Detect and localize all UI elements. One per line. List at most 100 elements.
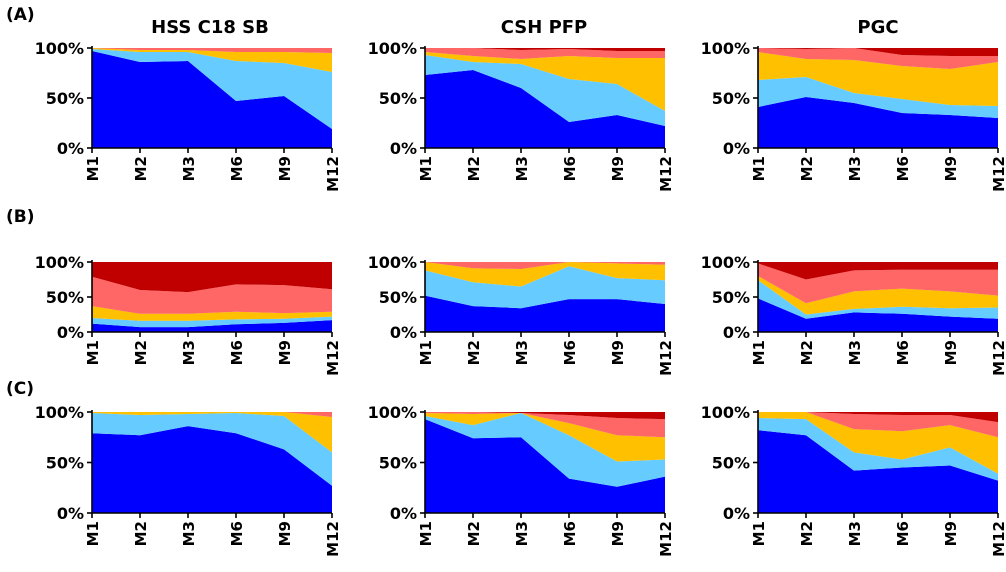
column-title-csh-pfp: CSH PFP — [501, 17, 588, 38]
panel-b-hss-c18-sb: 0% 50% 100% M1 M2 M3 M6 M9 M12 — [35, 253, 342, 376]
row-label-c: (C) — [6, 379, 34, 399]
x-tick-label: M1 — [417, 156, 435, 181]
x-tick-label: M1 — [750, 340, 768, 365]
x-tick-label: M9 — [942, 521, 960, 546]
area-series-1 — [758, 430, 998, 513]
x-tick-label: M9 — [276, 521, 294, 546]
area-series-4 — [92, 276, 332, 314]
column-title-hss-c18-sb: HSS C18 SB — [151, 17, 269, 38]
row-label-a: (A) — [6, 5, 35, 25]
x-tick-label: M6 — [228, 521, 246, 546]
x-tick-label: M9 — [276, 156, 294, 181]
area-series-1 — [425, 419, 665, 513]
area-series-4 — [92, 48, 332, 53]
y-tick-label: 50% — [46, 89, 84, 108]
area-series-3 — [425, 52, 665, 111]
area-series-3 — [92, 306, 332, 321]
area-series-3 — [758, 276, 998, 315]
x-tick-label: M12 — [990, 340, 1006, 376]
panel-a-csh-pfp: 0% 50% 100% M1 M2 M3 M6 M9 M12 — [368, 39, 675, 192]
x-tick-label: M3 — [180, 156, 198, 181]
x-tick-label: M1 — [84, 156, 102, 181]
x-tick-label: M3 — [846, 521, 864, 546]
y-tick-label: 50% — [712, 454, 750, 473]
x-tick-label: M6 — [894, 340, 912, 365]
panel-c-csh-pfp: 0% 50% 100% M1 M2 M3 M6 M9 M12 — [368, 403, 675, 557]
x-tick-label: M12 — [324, 340, 342, 376]
x-tick-label: M1 — [750, 521, 768, 546]
panel-b-pgc: 0% 50% 100% M1 M2 M3 M6 M9 M12 — [701, 253, 1006, 376]
y-tick-label: 100% — [701, 253, 750, 272]
panel-c-pgc: 0% 50% 100% M1 M2 M3 M6 M9 M12 — [701, 403, 1006, 557]
x-tick-label: M2 — [465, 156, 483, 181]
y-tick-label: 50% — [712, 89, 750, 108]
panel-c-hss-c18-sb: 0% 50% 100% M1 M2 M3 M6 M9 M12 — [35, 403, 342, 557]
x-tick-label: M3 — [180, 340, 198, 365]
area-series-5 — [758, 412, 998, 423]
x-tick-label: M9 — [942, 156, 960, 181]
y-tick-label: 0% — [57, 323, 84, 342]
x-tick-label: M3 — [513, 156, 531, 181]
area-series-4 — [92, 412, 332, 418]
y-tick-label: 100% — [701, 403, 750, 422]
x-tick-label: M2 — [798, 340, 816, 365]
y-tick-label: 100% — [35, 39, 84, 58]
area-series-3 — [92, 48, 332, 72]
area-series-5 — [758, 262, 998, 280]
area-series-2 — [758, 418, 998, 481]
x-tick-label: M9 — [276, 340, 294, 365]
x-tick-label: M9 — [609, 156, 627, 181]
x-tick-label: M12 — [324, 156, 342, 192]
row-labels: (A) (B) (C) — [6, 5, 35, 399]
x-tick-label: M3 — [180, 521, 198, 546]
area-series-2 — [92, 316, 332, 328]
x-tick-label: M2 — [798, 521, 816, 546]
panels: 0% 50% 100% M1 M2 M3 M6 M9 M12 0% 50% 100% M1 M2 M3 M6 M… — [35, 39, 1006, 557]
area-series-2 — [92, 413, 332, 486]
area-series-1 — [425, 70, 665, 148]
x-tick-label: M1 — [417, 340, 435, 365]
area-series-1 — [425, 295, 665, 332]
y-tick-label: 100% — [701, 39, 750, 58]
x-tick-label: M3 — [846, 156, 864, 181]
x-tick-label: M2 — [132, 340, 150, 365]
area-series-2 — [758, 77, 998, 118]
area-series-4 — [425, 412, 665, 438]
x-tick-label: M12 — [657, 156, 675, 192]
area-series-2 — [92, 49, 332, 129]
y-tick-label: 50% — [46, 288, 84, 307]
y-tick-label: 50% — [379, 454, 417, 473]
panel-b-csh-pfp: 0% 50% 100% M1 M2 M3 M6 M9 M12 — [368, 253, 675, 376]
column-titles: HSS C18 SB CSH PFP PGC — [151, 17, 898, 38]
x-tick-label: M6 — [894, 156, 912, 181]
x-tick-label: M12 — [990, 156, 1006, 192]
area-series-3 — [425, 413, 665, 462]
x-tick-label: M3 — [513, 340, 531, 365]
area-series-4 — [758, 412, 998, 438]
area-series-2 — [758, 280, 998, 319]
area-series-1 — [758, 298, 998, 332]
area-series-3 — [758, 52, 998, 106]
area-series-1 — [758, 97, 998, 148]
y-tick-label: 0% — [723, 323, 750, 342]
x-tick-label: M3 — [846, 340, 864, 365]
area-series-1 — [92, 320, 332, 332]
y-tick-label: 100% — [35, 253, 84, 272]
column-title-pgc: PGC — [857, 17, 898, 38]
area-series-4 — [758, 48, 998, 69]
x-tick-label: M2 — [132, 156, 150, 181]
y-tick-label: 0% — [390, 139, 417, 158]
area-series-4 — [758, 263, 998, 304]
x-tick-label: M12 — [324, 521, 342, 557]
y-tick-label: 100% — [35, 403, 84, 422]
panel-a-pgc: 0% 50% 100% M1 M2 M3 M6 M9 M12 — [701, 39, 1006, 192]
y-tick-label: 0% — [390, 323, 417, 342]
panel-a-hss-c18-sb: 0% 50% 100% M1 M2 M3 M6 M9 M12 — [35, 39, 342, 192]
area-series-3 — [758, 412, 998, 474]
area-series-5 — [425, 412, 665, 420]
x-tick-label: M1 — [84, 521, 102, 546]
x-tick-label: M9 — [609, 521, 627, 546]
area-series-3 — [425, 262, 665, 287]
area-series-4 — [425, 48, 665, 59]
